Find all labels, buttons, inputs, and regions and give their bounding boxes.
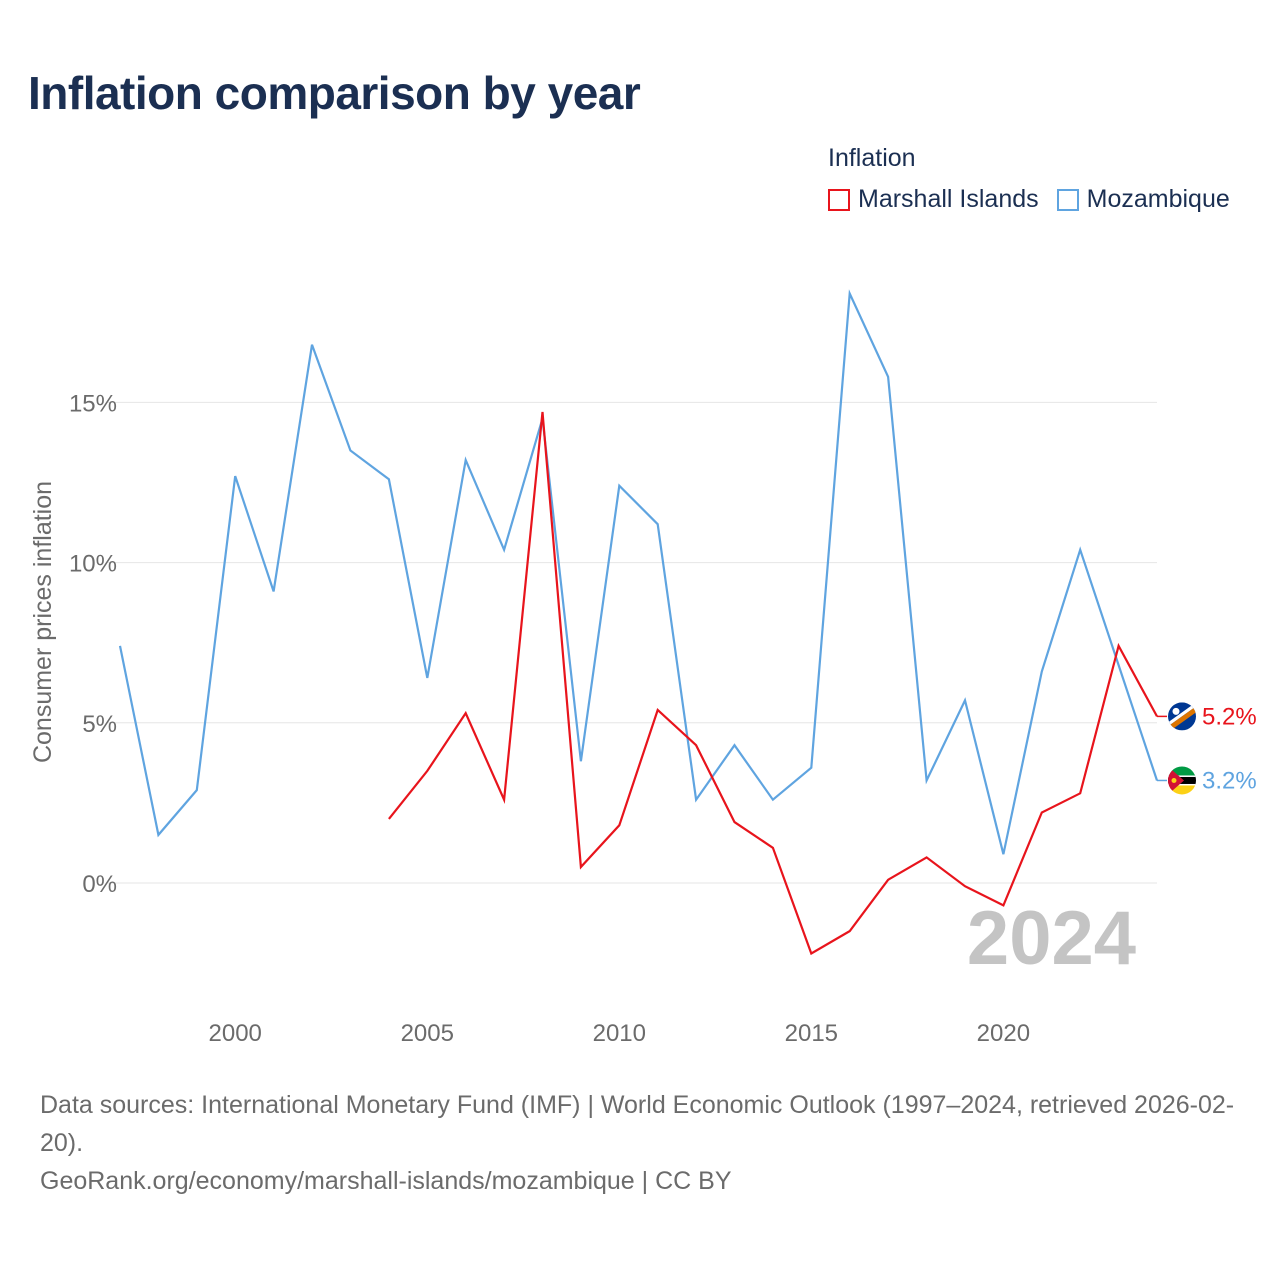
legend-swatch-marshall-islands — [828, 188, 850, 211]
chart-title: Inflation comparison by year — [28, 67, 641, 119]
y-tick-label: 10% — [69, 551, 117, 578]
series-line-mozambique[interactable] — [118, 289, 1159, 855]
x-tick-label: 2015 — [785, 1020, 838, 1047]
legend-title: Inflation — [828, 144, 916, 172]
year-watermark: 2024 — [967, 896, 1136, 981]
line-chart: 0% 5% 10% 15% 2000 2005 2010 2015 2020 Consumer p… — [29, 289, 1257, 1047]
y-tick-label: 15% — [69, 390, 117, 417]
end-value-label-mozambique: 3.2% — [1202, 767, 1257, 794]
footer: Data sources: International Monetary Fun… — [40, 1086, 1250, 1200]
x-tick-label: 2020 — [977, 1020, 1030, 1047]
legend: Inflation Marshall Islands Mozambique — [828, 144, 1248, 214]
y-tick-label: 0% — [82, 871, 117, 898]
y-tick-label: 5% — [82, 711, 117, 738]
legend-swatch-mozambique — [1056, 188, 1079, 211]
flag-icon-mozambique — [1168, 766, 1196, 795]
legend-item-marshall-islands[interactable]: Marshall Islands — [828, 185, 1039, 214]
x-tick-label: 2000 — [209, 1020, 262, 1047]
legend-label-mozambique: Mozambique — [1086, 185, 1230, 213]
end-value-label-marshall-islands: 5.2% — [1202, 703, 1257, 730]
x-tick-label: 2010 — [593, 1020, 646, 1047]
legend-item-mozambique[interactable]: Mozambique — [1056, 185, 1230, 214]
footer-link[interactable]: GeoRank.org/economy/marshall-islands/moz… — [40, 1167, 732, 1195]
x-tick-label: 2005 — [401, 1020, 454, 1047]
flag-icon-marshall-islands — [1168, 702, 1196, 731]
y-axis-label: Consumer prices inflation — [29, 481, 57, 763]
footer-sources: Data sources: International Monetary Fun… — [40, 1091, 1235, 1157]
series-line-marshall-islands[interactable] — [388, 411, 1158, 956]
legend-label-marshall-islands: Marshall Islands — [858, 185, 1039, 213]
